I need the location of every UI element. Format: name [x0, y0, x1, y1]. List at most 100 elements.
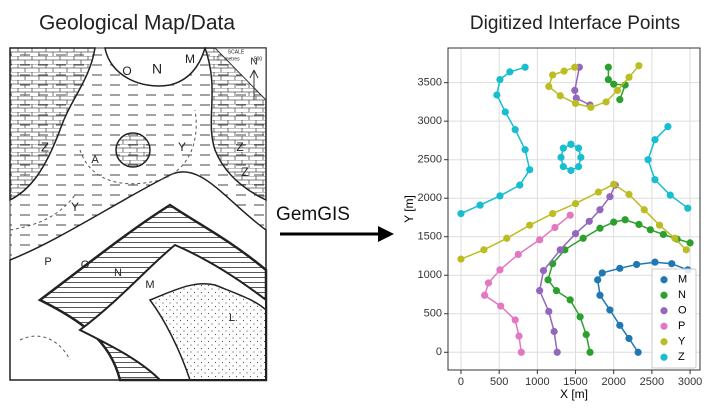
point [516, 181, 524, 189]
point [666, 191, 674, 199]
point [585, 217, 593, 225]
point [596, 206, 604, 214]
map-title: Geological Map/Data [39, 12, 235, 35]
legend-label: Z [678, 351, 685, 363]
point [644, 156, 652, 164]
legend-marker [660, 291, 668, 299]
point [586, 348, 594, 356]
point [594, 188, 603, 196]
point [610, 218, 618, 226]
point [511, 126, 519, 134]
point [545, 82, 553, 91]
x-tick-label: 3000 [678, 376, 702, 388]
point [625, 190, 633, 198]
point [567, 140, 575, 148]
point [659, 230, 667, 239]
legend-label: Y [678, 336, 686, 348]
point [521, 146, 529, 154]
point [598, 269, 606, 277]
point [496, 75, 504, 84]
point [587, 103, 595, 111]
point [571, 200, 580, 208]
point [496, 266, 504, 274]
point [596, 291, 604, 299]
point [560, 67, 568, 75]
point [493, 91, 501, 99]
y-tick-label: 2000 [418, 192, 442, 204]
y-tick-label: 2500 [418, 154, 442, 166]
point [579, 234, 587, 242]
point [640, 206, 648, 214]
legend-marker [660, 353, 668, 361]
point [621, 216, 629, 224]
point [682, 246, 690, 254]
map-label: N [114, 267, 122, 279]
point [545, 307, 553, 316]
arrow [280, 226, 394, 242]
x-tick-label: 1500 [563, 376, 587, 388]
point [574, 163, 583, 171]
point [457, 255, 465, 263]
point [526, 221, 534, 229]
point [549, 260, 557, 268]
point [553, 348, 561, 356]
legend-label: N [678, 289, 686, 301]
y-tick-label: 0 [436, 346, 442, 358]
map-label: metres [224, 56, 240, 62]
point [594, 276, 602, 284]
point [551, 223, 559, 232]
y-axis-label: Y [m] [402, 195, 416, 223]
x-tick-label: 500 [490, 376, 508, 388]
point [651, 176, 659, 184]
point [651, 258, 659, 266]
point [616, 321, 624, 329]
point [539, 267, 548, 275]
point [536, 287, 544, 295]
map-label: 500 [254, 56, 263, 62]
point [481, 291, 489, 299]
point [526, 166, 534, 174]
point [496, 192, 504, 200]
point [503, 234, 511, 242]
plot-frame [447, 47, 701, 371]
y-tick-label: 500 [424, 308, 442, 320]
map-label: Y [178, 140, 186, 154]
legend-marker [660, 307, 668, 315]
point [616, 264, 624, 272]
point [567, 166, 575, 175]
point [497, 302, 505, 310]
point [550, 327, 558, 336]
point [476, 201, 484, 209]
point [602, 98, 610, 106]
map-label: O [122, 64, 131, 78]
point [574, 144, 583, 152]
point [557, 153, 565, 161]
map-label: M [145, 279, 154, 291]
point [506, 68, 514, 76]
map-label: M [185, 52, 195, 66]
point [571, 230, 580, 238]
map-label: L [229, 312, 235, 324]
map-label: A [91, 154, 99, 166]
map-label: SCALE [228, 49, 245, 55]
point [556, 92, 564, 100]
point [515, 332, 523, 340]
point [549, 71, 557, 79]
point [514, 250, 522, 259]
point [501, 108, 509, 116]
point [521, 63, 529, 71]
point [552, 287, 561, 295]
point [484, 279, 493, 287]
point [616, 96, 624, 104]
point [635, 220, 643, 229]
point [480, 246, 488, 254]
point [635, 62, 643, 70]
legend-marker [660, 322, 668, 330]
point [571, 86, 579, 94]
point [664, 122, 672, 131]
point [604, 75, 612, 84]
point [544, 276, 552, 284]
point [686, 239, 694, 247]
point [625, 334, 633, 343]
map-label: N [152, 61, 162, 77]
